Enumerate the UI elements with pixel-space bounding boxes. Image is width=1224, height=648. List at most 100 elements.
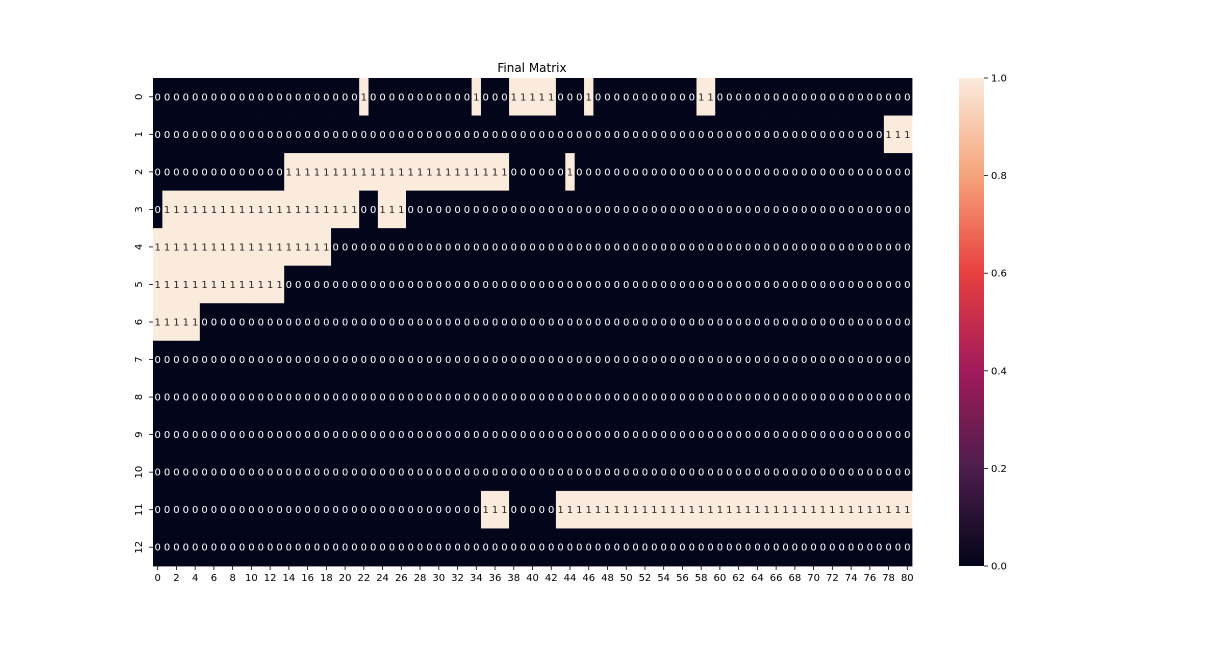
heatmap-cell [218, 528, 229, 567]
cell-value-label: 1 [267, 242, 273, 253]
heatmap-cell [227, 265, 238, 304]
cell-value-label: 0 [829, 355, 835, 366]
heatmap-cell [293, 378, 304, 417]
cell-value-label: 0 [229, 393, 235, 404]
heatmap-cell [771, 265, 782, 304]
heatmap-cell [630, 78, 641, 116]
y-tick-label: 7 [134, 356, 145, 362]
heatmap-cell [181, 190, 191, 229]
cell-value-label: 0 [520, 355, 526, 366]
heatmap-cell [630, 490, 641, 529]
cell-value-label: 1 [623, 505, 629, 516]
heatmap-cell [227, 340, 238, 379]
heatmap-cell [406, 303, 416, 342]
heatmap-cell [302, 303, 313, 342]
cell-value-label: 0 [632, 468, 638, 479]
cell-value-label: 0 [286, 430, 292, 441]
heatmap-cell [630, 303, 641, 342]
heatmap-cell [527, 153, 538, 192]
cell-value-label: 0 [895, 543, 901, 554]
heatmap-cell [359, 303, 369, 342]
heatmap-cell [621, 265, 632, 304]
cell-value-label: 0 [267, 393, 273, 404]
cell-value-label: 0 [529, 242, 535, 253]
cell-value-label: 0 [333, 468, 339, 479]
heatmap-cell [677, 303, 688, 342]
heatmap-cell [883, 490, 894, 529]
cell-value-label: 0 [726, 205, 732, 216]
heatmap-cell [424, 303, 435, 342]
heatmap-cell [331, 453, 341, 492]
heatmap-cell [724, 78, 735, 116]
cell-value-label: 0 [707, 167, 713, 178]
heatmap-cell [471, 115, 482, 154]
heatmap-cell [733, 228, 744, 267]
cell-value-label: 0 [839, 318, 845, 329]
heatmap-cell [462, 303, 472, 342]
heatmap-cell [865, 415, 875, 454]
heatmap-cell [359, 415, 369, 454]
heatmap-cell [837, 115, 847, 154]
cell-value-label: 0 [567, 242, 573, 253]
cell-value-label: 0 [155, 505, 161, 516]
heatmap-cell [452, 78, 463, 116]
heatmap-cells [153, 78, 913, 567]
heatmap-cell [518, 415, 529, 454]
heatmap-cell [509, 528, 519, 567]
cell-value-label: 0 [192, 430, 198, 441]
cell-value-label: 0 [323, 280, 329, 291]
heatmap-cell [368, 528, 379, 567]
heatmap-cell [434, 340, 444, 379]
cell-value-label: 0 [426, 242, 432, 253]
heatmap-cell [312, 453, 323, 492]
heatmap-cell [733, 78, 744, 116]
heatmap-cell [733, 490, 744, 529]
cell-value-label: 0 [689, 242, 695, 253]
cell-value-label: 0 [164, 430, 170, 441]
cell-value-label: 1 [333, 167, 339, 178]
cell-value-label: 1 [164, 205, 170, 216]
heatmap-cell [265, 265, 276, 304]
cell-value-label: 0 [173, 543, 179, 554]
heatmap-cell [171, 453, 182, 492]
cell-value-label: 0 [426, 92, 432, 103]
cell-value-label: 0 [848, 280, 854, 291]
heatmap-cell [518, 453, 529, 492]
cell-value-label: 0 [473, 468, 479, 479]
cell-value-label: 0 [529, 393, 535, 404]
cell-value-label: 1 [782, 505, 788, 516]
cell-value-label: 0 [717, 393, 723, 404]
heatmap-cell [659, 78, 669, 116]
cell-value-label: 0 [726, 92, 732, 103]
cell-value-label: 0 [735, 167, 741, 178]
cell-value-label: 0 [511, 430, 517, 441]
cell-value-label: 0 [333, 318, 339, 329]
heatmap-cell [733, 153, 744, 192]
cell-value-label: 0 [445, 505, 451, 516]
cell-value-label: 0 [173, 430, 179, 441]
heatmap-cell [387, 153, 398, 192]
heatmap-cell [443, 265, 454, 304]
heatmap-cell [874, 378, 885, 417]
heatmap-cell [246, 340, 257, 379]
heatmap-cell [790, 415, 800, 454]
cell-value-label: 1 [155, 242, 161, 253]
heatmap-cell [302, 115, 313, 154]
heatmap-cell [406, 415, 416, 454]
cell-value-label: 0 [164, 505, 170, 516]
cell-value-label: 0 [801, 167, 807, 178]
heatmap-cell [406, 490, 416, 529]
heatmap-cell [274, 453, 285, 492]
cell-value-label: 0 [717, 242, 723, 253]
cell-value-label: 0 [454, 468, 460, 479]
cell-value-label: 0 [492, 92, 498, 103]
cell-value-label: 0 [557, 318, 563, 329]
heatmap-cell [387, 490, 398, 529]
heatmap-cell [509, 228, 519, 267]
heatmap-cell [715, 490, 725, 529]
cell-value-label: 0 [295, 430, 301, 441]
cell-value-label: 0 [258, 430, 264, 441]
cell-value-label: 1 [295, 242, 301, 253]
cell-value-label: 0 [642, 543, 648, 554]
heatmap-cell [621, 490, 632, 529]
